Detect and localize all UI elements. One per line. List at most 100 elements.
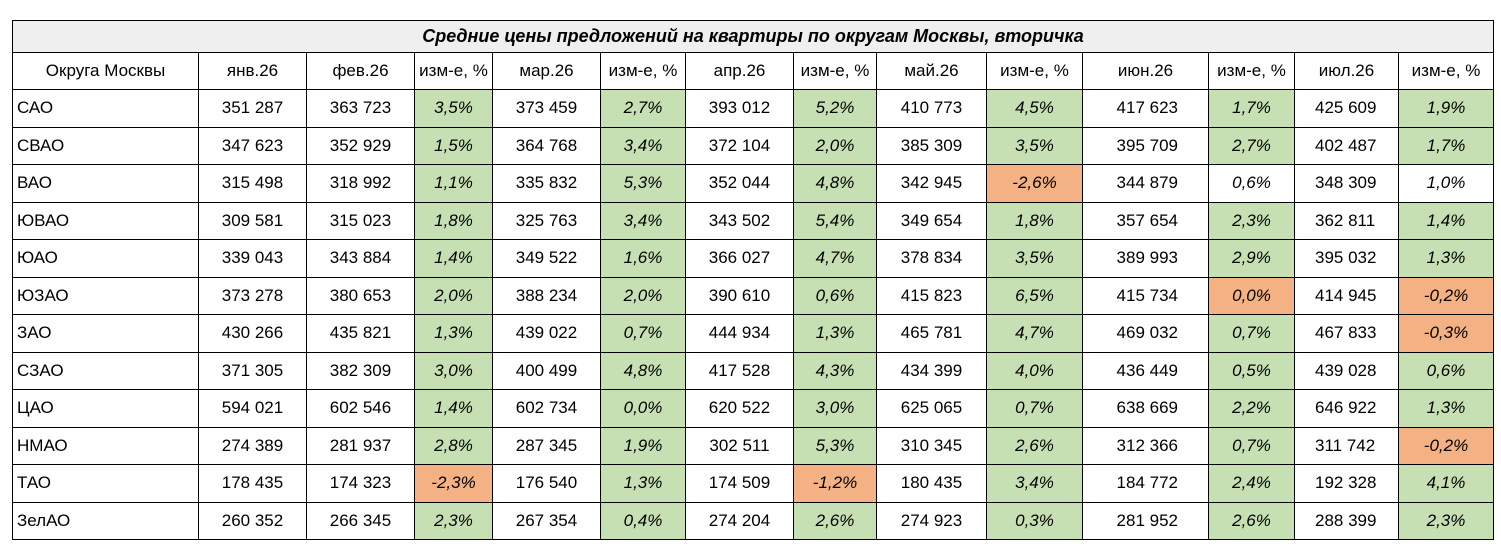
header-change-mar: изм-е, % xyxy=(600,52,686,90)
cell-change-mar: 1,9% xyxy=(600,426,686,465)
cell-change-feb: 1,4% xyxy=(414,239,493,278)
cell-jun: 281 952 xyxy=(1082,501,1209,540)
cell-jan: 351 287 xyxy=(198,89,307,128)
cell-jan: 347 623 xyxy=(198,126,307,165)
cell-change-apr: 0,6% xyxy=(793,276,877,315)
header-change-jun: изм-е, % xyxy=(1208,52,1295,90)
cell-change-apr: 2,6% xyxy=(793,501,877,540)
cell-mar: 335 832 xyxy=(492,164,601,203)
table-row: ЮАО 339 043 343 884 1,4% 349 522 1,6% 366 027 4… xyxy=(12,239,1494,278)
table-row: САО 351 287 363 723 3,5% 373 459 2,7% 393 012 5… xyxy=(12,89,1494,128)
cell-change-mar: 1,3% xyxy=(600,464,686,503)
cell-apr: 620 522 xyxy=(685,389,794,428)
cell-change-jun: 0,0% xyxy=(1208,276,1295,315)
cell-jul: 402 487 xyxy=(1294,126,1399,165)
cell-change-apr: 1,3% xyxy=(793,314,877,353)
cell-change-jul: 1,3% xyxy=(1398,389,1494,428)
cell-change-mar: 5,3% xyxy=(600,164,686,203)
cell-district: ВАО xyxy=(12,164,199,203)
cell-change-apr: 4,8% xyxy=(793,164,877,203)
cell-change-mar: 1,6% xyxy=(600,239,686,278)
cell-mar: 439 022 xyxy=(492,314,601,353)
cell-change-jul: -0,2% xyxy=(1398,426,1494,465)
cell-change-may: 4,5% xyxy=(986,89,1083,128)
cell-mar: 349 522 xyxy=(492,239,601,278)
header-change-feb: изм-е, % xyxy=(414,52,493,90)
cell-change-feb: 2,3% xyxy=(414,501,493,540)
cell-feb: 318 992 xyxy=(306,164,415,203)
cell-change-feb: 1,4% xyxy=(414,389,493,428)
cell-apr: 372 104 xyxy=(685,126,794,165)
table-row: ЮЗАО 373 278 380 653 2,0% 388 234 2,0% 390 610… xyxy=(12,276,1494,315)
cell-change-jun: 2,9% xyxy=(1208,239,1295,278)
header-change-jul: изм-е, % xyxy=(1398,52,1494,90)
cell-may: 434 399 xyxy=(876,351,987,390)
cell-change-may: 2,6% xyxy=(986,426,1083,465)
cell-jan: 373 278 xyxy=(198,276,307,315)
cell-feb: 174 323 xyxy=(306,464,415,503)
cell-feb: 380 653 xyxy=(306,276,415,315)
cell-change-feb: 1,5% xyxy=(414,126,493,165)
cell-change-apr: 5,3% xyxy=(793,426,877,465)
cell-jan: 178 435 xyxy=(198,464,307,503)
cell-change-jun: 2,2% xyxy=(1208,389,1295,428)
cell-apr: 366 027 xyxy=(685,239,794,278)
cell-change-feb: 1,1% xyxy=(414,164,493,203)
cell-change-mar: 4,8% xyxy=(600,351,686,390)
cell-change-jul: 2,3% xyxy=(1398,501,1494,540)
cell-jun: 469 032 xyxy=(1082,314,1209,353)
cell-may: 180 435 xyxy=(876,464,987,503)
header-jan: янв.26 xyxy=(198,52,307,90)
cell-apr: 352 044 xyxy=(685,164,794,203)
header-change-may: изм-е, % xyxy=(986,52,1083,90)
cell-jan: 430 266 xyxy=(198,314,307,353)
cell-apr: 174 509 xyxy=(685,464,794,503)
cell-jun: 638 669 xyxy=(1082,389,1209,428)
title-row: Средние цены предложений на квартиры по … xyxy=(12,20,1494,53)
cell-district: СЗАО xyxy=(12,351,199,390)
cell-change-feb: 1,3% xyxy=(414,314,493,353)
cell-change-jul: -0,2% xyxy=(1398,276,1494,315)
cell-change-jul: -0,3% xyxy=(1398,314,1494,353)
cell-jul: 425 609 xyxy=(1294,89,1399,128)
cell-change-feb: 2,0% xyxy=(414,276,493,315)
cell-district: ЮАО xyxy=(12,239,199,278)
header-jun: июн.26 xyxy=(1082,52,1209,90)
cell-change-mar: 2,7% xyxy=(600,89,686,128)
cell-jan: 371 305 xyxy=(198,351,307,390)
cell-change-jul: 1,9% xyxy=(1398,89,1494,128)
table-row: ЮВАО 309 581 315 023 1,8% 325 763 3,4% 343 502… xyxy=(12,201,1494,240)
cell-change-feb: 1,8% xyxy=(414,201,493,240)
cell-jan: 594 021 xyxy=(198,389,307,428)
cell-change-may: 3,5% xyxy=(986,239,1083,278)
cell-may: 349 654 xyxy=(876,201,987,240)
cell-jul: 467 833 xyxy=(1294,314,1399,353)
header-apr: апр.26 xyxy=(685,52,794,90)
cell-jul: 311 742 xyxy=(1294,426,1399,465)
cell-change-apr: 4,7% xyxy=(793,239,877,278)
cell-apr: 417 528 xyxy=(685,351,794,390)
cell-change-feb: -2,3% xyxy=(414,464,493,503)
cell-may: 465 781 xyxy=(876,314,987,353)
cell-jan: 309 581 xyxy=(198,201,307,240)
cell-jun: 389 993 xyxy=(1082,239,1209,278)
cell-jun: 357 654 xyxy=(1082,201,1209,240)
cell-change-jun: 2,6% xyxy=(1208,501,1295,540)
cell-change-jul: 1,0% xyxy=(1398,164,1494,203)
cell-apr: 444 934 xyxy=(685,314,794,353)
cell-district: ЮВАО xyxy=(12,201,199,240)
table-row: НМАО 274 389 281 937 2,8% 287 345 1,9% 302 511… xyxy=(12,426,1494,465)
cell-jun: 344 879 xyxy=(1082,164,1209,203)
cell-mar: 176 540 xyxy=(492,464,601,503)
cell-may: 410 773 xyxy=(876,89,987,128)
cell-apr: 390 610 xyxy=(685,276,794,315)
cell-feb: 602 546 xyxy=(306,389,415,428)
header-may: май.26 xyxy=(876,52,987,90)
cell-change-jun: 0,5% xyxy=(1208,351,1295,390)
cell-district: НМАО xyxy=(12,426,199,465)
cell-may: 415 823 xyxy=(876,276,987,315)
cell-jul: 439 028 xyxy=(1294,351,1399,390)
cell-change-apr: 5,2% xyxy=(793,89,877,128)
cell-may: 625 065 xyxy=(876,389,987,428)
cell-mar: 325 763 xyxy=(492,201,601,240)
